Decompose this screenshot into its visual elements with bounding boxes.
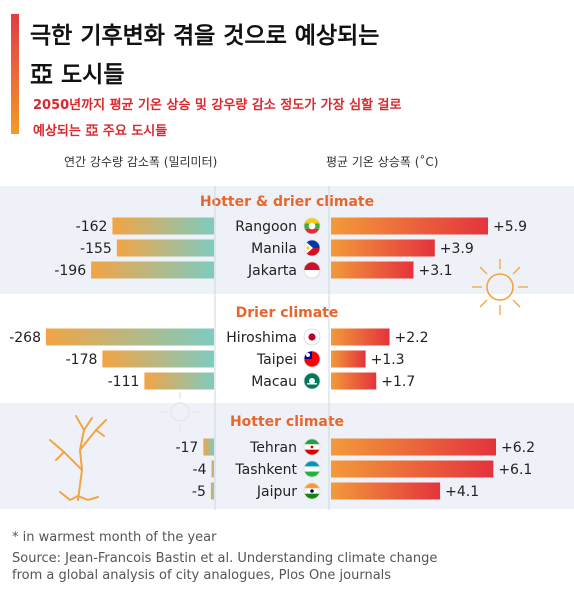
city-label-tehran: Tehran — [249, 440, 297, 456]
faint-sun-icon — [160, 392, 200, 432]
philippines-flag-outline — [303, 239, 321, 257]
myanmar-flag — [304, 218, 320, 234]
rain-label-tehran: -17 — [175, 440, 198, 456]
rain-label-tashkent: -4 — [193, 462, 207, 478]
city-label-jakarta: Jakarta — [247, 263, 297, 279]
right-axis-label: 평균 기온 상승폭 (˚C) — [326, 155, 439, 169]
rain-bar-rangoon — [112, 217, 214, 235]
group-title-hotter: Hotter climate — [229, 414, 345, 430]
rain-bar-manila — [116, 239, 214, 257]
footnote: * in warmest month of the year — [12, 530, 217, 545]
rain-label-rangoon: -162 — [76, 219, 108, 235]
philippines-flag — [304, 240, 320, 256]
temp-label-macau: +1.7 — [381, 374, 415, 390]
temp-label-taipei: +1.3 — [371, 352, 405, 368]
rain-label-jaipur: -5 — [192, 484, 206, 500]
city-label-macau: Macau — [251, 374, 297, 390]
source-line1: Source: Jean-Francois Bastin et al. Unde… — [12, 551, 438, 566]
rain-bar-tashkent — [211, 460, 214, 478]
iran-flag — [304, 439, 320, 455]
temp-bar-macau — [331, 372, 377, 390]
city-label-rangoon: Rangoon — [235, 219, 297, 235]
left-axis-label: 연간 강수량 감소폭 (밀리미터) — [64, 155, 218, 169]
uzbekistan-flag — [304, 461, 320, 477]
temp-bar-taipei — [331, 350, 366, 368]
japan-flag — [304, 329, 320, 345]
temp-label-tashkent: +6.1 — [498, 462, 532, 478]
subtitle-line2: 예상되는 亞 주요 도시들 — [33, 124, 168, 139]
group-title-hotter-drier: Hotter & drier climate — [199, 194, 375, 210]
temp-bar-tehran — [331, 438, 496, 456]
temp-bar-rangoon — [331, 217, 489, 235]
city-label-tashkent: Tashkent — [234, 462, 297, 478]
title-accent-bar — [11, 14, 19, 134]
rain-label-macau: -111 — [108, 374, 140, 390]
temp-bar-jaipur — [331, 482, 441, 500]
india-flag-outline — [303, 482, 321, 500]
macau-flag-outline — [303, 372, 321, 390]
rain-bar-macau — [144, 372, 214, 390]
indonesia-flag — [304, 262, 320, 278]
temp-bar-jakarta — [331, 261, 414, 279]
group-band-3 — [0, 403, 574, 509]
city-label-taipei: Taipei — [256, 352, 297, 368]
temp-label-manila: +3.9 — [440, 241, 474, 257]
bar-series: -162 +5.9 Rangoon -155 +3.9 Manila -196 +3.1 Jak… — [9, 217, 535, 500]
myanmar-flag-outline — [303, 217, 321, 235]
taiwan-flag-outline — [303, 350, 321, 368]
city-label-manila: Manila — [251, 241, 297, 257]
rain-label-hiroshima: -268 — [9, 330, 41, 346]
temp-label-rangoon: +5.9 — [493, 219, 527, 235]
iran-flag-outline — [303, 438, 321, 456]
subtitle-line1: 2050년까지 평균 기온 상승 및 강우량 감소 정도가 가장 심할 걸로 — [33, 98, 402, 113]
temp-label-jakarta: +3.1 — [419, 263, 453, 279]
page-title-line2: 亞 도시들 — [30, 62, 125, 88]
rain-bar-hiroshima — [46, 328, 214, 346]
rain-bar-jakarta — [91, 261, 214, 279]
rain-bar-taipei — [102, 350, 214, 368]
dead-tree-icon — [49, 415, 107, 502]
rain-bar-tehran — [203, 438, 214, 456]
temp-label-hiroshima: +2.2 — [395, 330, 429, 346]
uzbekistan-flag-outline — [303, 460, 321, 478]
temp-label-tehran: +6.2 — [501, 440, 535, 456]
sun-icon — [472, 259, 528, 315]
rain-label-jakarta: -196 — [54, 263, 86, 279]
japan-flag-outline — [303, 328, 321, 346]
rain-label-manila: -155 — [80, 241, 112, 257]
india-flag — [304, 483, 320, 499]
source-line2: from a global analysis of city analogues… — [12, 568, 392, 583]
rain-bar-jaipur — [210, 482, 214, 500]
page-title-line1: 극한 기후변화 겪을 것으로 예상되는 — [30, 23, 380, 49]
taiwan-flag — [304, 351, 320, 367]
city-label-hiroshima: Hiroshima — [226, 330, 297, 346]
temp-bar-tashkent — [331, 460, 494, 478]
temp-label-jaipur: +4.1 — [445, 484, 479, 500]
temp-bar-hiroshima — [331, 328, 390, 346]
rain-label-taipei: -178 — [66, 352, 98, 368]
indonesia-flag-outline — [303, 261, 321, 279]
city-label-jaipur: Jaipur — [256, 484, 297, 500]
group-title-drier: Drier climate — [235, 305, 339, 321]
temp-bar-manila — [331, 239, 435, 257]
macau-flag — [304, 373, 320, 389]
